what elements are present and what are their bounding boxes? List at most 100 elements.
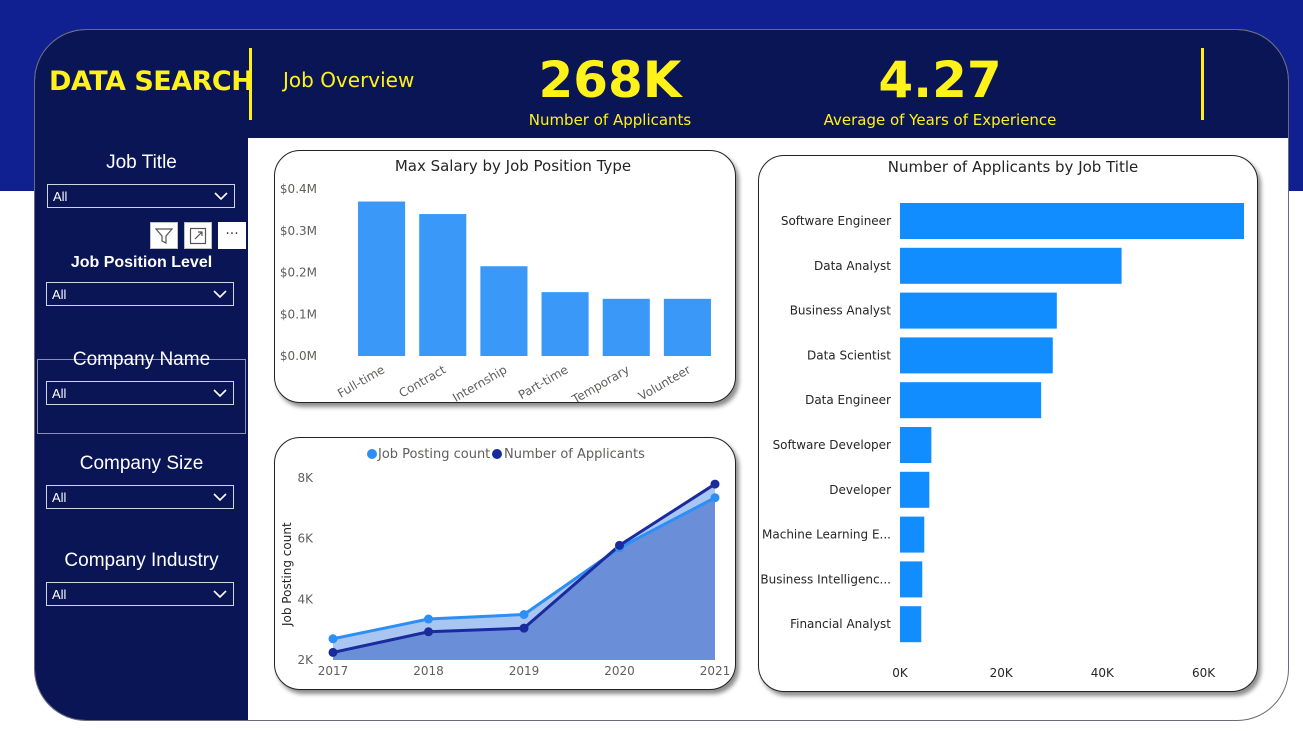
focus-mode-button[interactable]: [184, 222, 212, 249]
more-options-icon[interactable]: ···: [218, 222, 246, 249]
job-title-dropdown[interactable]: All: [47, 184, 235, 208]
bar-part-time: [541, 292, 589, 356]
legend-swatch-number-of-applicants: [492, 449, 502, 459]
y-tick-label: $0.0M: [280, 349, 317, 363]
chevron-down-icon: [213, 493, 227, 502]
y-tick-label: Developer: [829, 483, 891, 497]
legend: Job Posting count Number of Applicants: [367, 447, 645, 462]
x-tick-label: 40K: [1091, 666, 1115, 680]
x-tick-label: Full-time: [335, 362, 387, 400]
chevron-down-icon: [213, 290, 227, 299]
y-tick-label: Financial Analyst: [790, 617, 891, 631]
y-tick-label: $0.2M: [280, 266, 317, 280]
y-tick-label: 6K: [297, 532, 314, 546]
point-number-of-applicants: [328, 647, 338, 657]
point-number-of-applicants: [615, 540, 624, 550]
y-tick-label: Data Analyst: [814, 259, 891, 273]
kpi-applicants-label: Number of Applicants: [528, 111, 692, 129]
bar-business-intelligenc-: [900, 561, 923, 598]
kpi-experience: 4.27 Average of Years of Experience: [805, 52, 1075, 130]
bar-financial-analyst: [900, 606, 922, 643]
y-tick-label: Software Developer: [773, 438, 891, 452]
kpi-applicants: 268K Number of Applicants: [515, 52, 705, 130]
x-tick-label: 2020: [604, 664, 635, 678]
job-position-level-value: All: [52, 287, 67, 302]
postings-area-chart: Job Posting count Number of Applicants J…: [280, 447, 730, 678]
job-position-level-dropdown[interactable]: All: [46, 282, 234, 306]
point-job-posting-count: [328, 634, 338, 644]
filter-icon: [155, 228, 173, 244]
salary-chart-panel[interactable]: Max Salary by Job Position Type $0.0M $0.…: [274, 150, 736, 403]
company-size-dropdown[interactable]: All: [46, 485, 234, 509]
legend-swatch-job-posting-count: [367, 449, 377, 459]
chevron-down-icon: [213, 389, 227, 398]
filter-label-company-size: Company Size: [79, 453, 204, 474]
point-job-posting-count: [424, 614, 433, 624]
postings-chart-panel[interactable]: Job Posting count Number of Applicants J…: [274, 437, 736, 690]
bar-software-developer: [900, 427, 932, 463]
x-tick-label: 2019: [509, 664, 540, 678]
chevron-down-icon: [213, 590, 227, 599]
bar-full-time: [358, 201, 406, 356]
focus-mode-icon: [189, 227, 207, 245]
applicants-hbar-chart: Number of Applicants by Job Title Softwa…: [760, 158, 1244, 680]
header: DATA SEARCH Job Overview 268K Number of …: [35, 30, 1288, 138]
y-tick-label: Business Intelligenc...: [760, 572, 891, 586]
filter-label-job-title: Job Title: [106, 152, 177, 173]
area-fill: [333, 497, 715, 660]
x-tick-label: 0K: [892, 666, 909, 680]
brand-title: DATA SEARCH: [49, 66, 254, 97]
filter-label-job-position-level: Job Position Level: [70, 254, 213, 271]
y-tick-label: 4K: [297, 592, 314, 606]
y-tick-label: $0.4M: [280, 182, 317, 196]
x-tick-label: Contract: [397, 362, 449, 400]
slicer-selection-frame: [37, 359, 246, 434]
point-job-posting-count: [519, 610, 529, 619]
header-divider-left: [249, 48, 252, 120]
company-industry-value: All: [52, 587, 67, 602]
bar-temporary: [602, 298, 650, 356]
job-title-value: All: [53, 189, 68, 204]
applicants-chart-panel[interactable]: Number of Applicants by Job Title Softwa…: [758, 155, 1258, 692]
bar-volunteer: [663, 298, 711, 356]
point-number-of-applicants: [424, 627, 433, 637]
bar-data-engineer: [900, 382, 1042, 419]
legend-label-job-posting-count: Job Posting count: [377, 447, 490, 462]
y-tick-label: Data Engineer: [805, 393, 891, 407]
y-tick-label: 2K: [297, 653, 314, 667]
salary-bar-chart: Max Salary by Job Position Type $0.0M $0.…: [280, 157, 711, 402]
bar-software-engineer: [900, 203, 1244, 239]
x-tick-label: 60K: [1192, 666, 1216, 680]
applicants-chart-title: Number of Applicants by Job Title: [888, 158, 1139, 176]
y-tick-label: Software Engineer: [781, 214, 891, 228]
point-number-of-applicants: [710, 479, 720, 489]
y-tick-label: 8K: [297, 471, 314, 485]
bar-internship: [480, 266, 528, 356]
kpi-experience-label: Average of Years of Experience: [823, 111, 1057, 129]
company-industry-dropdown[interactable]: All: [46, 582, 234, 606]
kpi-experience-value: 4.27: [878, 51, 1002, 109]
x-tick-label: Volunteer: [636, 362, 693, 402]
filter-label-company-industry: Company Industry: [64, 550, 219, 571]
x-tick-label: 20K: [990, 666, 1014, 680]
filter-button[interactable]: [150, 222, 178, 249]
page-subtitle: Job Overview: [283, 68, 415, 92]
header-divider-right: [1201, 48, 1204, 120]
bar-data-scientist: [900, 337, 1053, 374]
company-name-dropdown[interactable]: All: [46, 381, 234, 405]
salary-chart-title: Max Salary by Job Position Type: [395, 157, 631, 175]
point-number-of-applicants: [519, 623, 529, 633]
y-tick-label: $0.1M: [280, 307, 317, 321]
filter-label-company-name: Company Name: [72, 349, 211, 370]
bar-business-analyst: [900, 292, 1057, 329]
bar-contract: [419, 214, 467, 356]
x-tick-label: 2017: [318, 664, 349, 678]
filter-sidebar: Job Title All ··· Job Position Level All…: [35, 138, 248, 720]
x-tick-label: 2018: [413, 664, 444, 678]
y-tick-label: Machine Learning E...: [762, 528, 891, 542]
bar-machine-learning-e-: [900, 516, 925, 553]
y-tick-label: $0.3M: [280, 224, 317, 238]
x-tick-label: Temporary: [569, 362, 632, 402]
y-tick-label: Data Scientist: [807, 348, 891, 362]
x-tick-label: Part-time: [516, 362, 571, 402]
